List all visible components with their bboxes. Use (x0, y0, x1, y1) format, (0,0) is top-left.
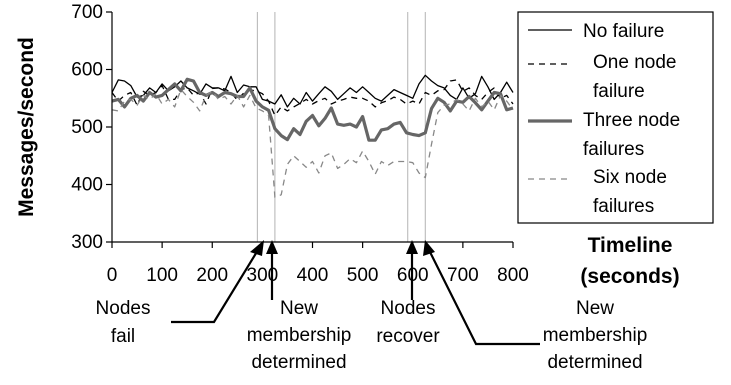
x-tick-label: 200 (196, 265, 228, 286)
y-tick-label: 700 (71, 2, 103, 23)
x-tick-label: 400 (297, 265, 329, 286)
x-axis-title-line-2: (seconds) (580, 265, 679, 288)
ticks: 3004005006007000100200300400500600700800 (71, 2, 529, 286)
x-axis-title-line-1: Timeline (588, 234, 673, 257)
axes (111, 12, 513, 243)
series-line-one-node-failure (111, 79, 514, 117)
series-line-no-failure (111, 74, 514, 108)
x-tick-label: 800 (497, 265, 529, 286)
annotation-nodes-recover: Nodes recover (376, 240, 440, 347)
legend-label-three-node-failures: Three node failures (583, 110, 680, 160)
legend-box (517, 11, 714, 224)
annotation-new-membership-1: New membership determined (247, 240, 352, 373)
y-tick-label: 400 (71, 175, 103, 196)
legend-label-six-node-failures: Six node failures (593, 167, 667, 217)
annotation-new-membership-2: New membership determined (423, 240, 647, 373)
annotation-nodes-fail: Nodes fail (96, 240, 264, 347)
y-axis-title: Messages/second (15, 37, 38, 217)
x-tick-label: 0 (107, 265, 118, 286)
series-layer (111, 74, 514, 198)
x-tick-label: 500 (347, 265, 379, 286)
y-tick-label: 600 (71, 60, 103, 81)
x-tick-label: 700 (447, 265, 479, 286)
x-tick-label: 100 (146, 265, 178, 286)
y-tick-label: 500 (71, 117, 103, 138)
series-line-six-node-failures (111, 88, 514, 198)
x-tick-label: 300 (247, 265, 279, 286)
event-lines (256, 12, 426, 242)
legend-label-one-node-failure: One node failure (593, 52, 676, 102)
legend: No failure One node failure Three node fai… (517, 11, 714, 224)
y-tick-label: 300 (71, 232, 103, 253)
legend-label-no-failure: No failure (583, 21, 664, 42)
